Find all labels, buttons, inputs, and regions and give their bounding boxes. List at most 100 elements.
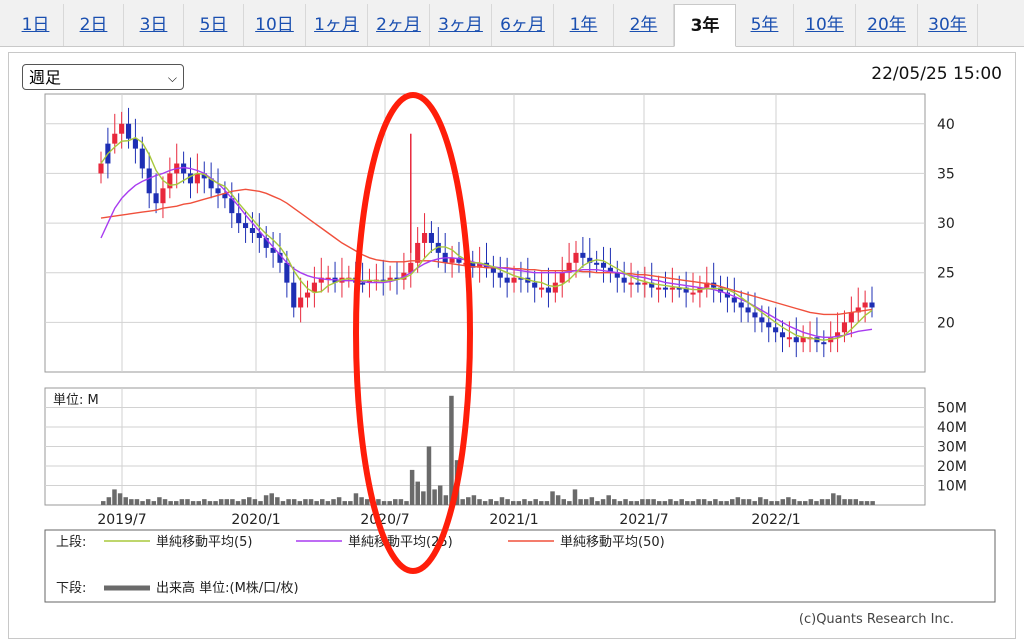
candle-body: [800, 337, 806, 343]
tab-6[interactable]: 2ヶ月: [368, 4, 430, 46]
candle-body: [545, 287, 552, 293]
volume-bar: [741, 499, 746, 505]
volume-y-tick-3: 20M: [937, 459, 967, 475]
volume-bar: [320, 499, 325, 505]
candle-body: [387, 277, 393, 281]
volume-bar: [398, 499, 404, 505]
volume-bar: [774, 501, 780, 505]
volume-bar: [746, 499, 752, 505]
candle-body: [600, 262, 607, 268]
tab-8[interactable]: 6ヶ月: [492, 4, 554, 46]
ma25-line: [100, 166, 873, 338]
volume-bar: [123, 497, 128, 505]
volume-bar: [151, 501, 157, 505]
candle-body: [779, 332, 786, 338]
volume-unit-label: 単位: M: [53, 392, 99, 408]
legend-series-0: 単純移動平均(5): [156, 534, 252, 550]
volume-bar: [735, 497, 741, 505]
candle-body: [504, 277, 510, 283]
volume-bar: [718, 501, 724, 505]
volume-y-tick-4: 10M: [937, 479, 967, 495]
volume-bar: [190, 501, 196, 505]
candle-body: [532, 282, 538, 288]
volume-bar: [679, 499, 684, 505]
tab-13[interactable]: 10年: [794, 4, 856, 46]
candle-body: [628, 282, 634, 285]
tab-15[interactable]: 30年: [918, 4, 978, 46]
volume-bar: [752, 501, 757, 505]
volume-bar: [471, 495, 477, 505]
volume-bar: [668, 499, 673, 505]
candle-body: [580, 252, 586, 258]
candle-body: [662, 287, 669, 290]
ma5-line: [100, 136, 873, 341]
tab-2[interactable]: 3日: [124, 4, 184, 46]
period-select[interactable]: 週足 ⌵: [22, 64, 184, 90]
candle-body: [215, 188, 221, 194]
volume-bar: [269, 493, 274, 505]
volume-bar: [651, 499, 656, 505]
volume-bar: [145, 499, 151, 505]
volume-bar: [275, 497, 280, 505]
volume-bar: [437, 485, 443, 505]
volume-bar: [808, 499, 814, 505]
tab-11[interactable]: 3年: [674, 4, 736, 47]
volume-bar: [870, 501, 875, 505]
candle-body: [284, 262, 290, 283]
volume-bar: [488, 499, 493, 505]
volume-bar: [853, 499, 859, 505]
volume-bar: [589, 497, 595, 505]
candle-body: [270, 247, 276, 253]
tab-5[interactable]: 1ヶ月: [306, 4, 368, 46]
volume-bar: [477, 499, 482, 505]
tab-1[interactable]: 2日: [64, 4, 124, 46]
volume-bar: [729, 499, 735, 505]
volume-bar: [701, 499, 707, 505]
tab-0[interactable]: 1日: [8, 4, 64, 46]
tab-9[interactable]: 1年: [554, 4, 614, 46]
candle-body: [311, 282, 317, 293]
volume-bar: [724, 501, 729, 505]
volume-bar: [449, 395, 454, 505]
volume-bar: [162, 499, 168, 505]
candle-body: [181, 163, 187, 174]
candle-body: [855, 307, 861, 313]
candle-body: [415, 242, 421, 263]
tab-7[interactable]: 3ヶ月: [430, 4, 492, 46]
tab-3[interactable]: 5日: [184, 4, 244, 46]
chevron-down-icon: ⌵: [167, 71, 177, 85]
volume-bar: [117, 493, 123, 505]
volume-bar: [185, 499, 190, 505]
candle-body: [587, 257, 593, 263]
candle-body: [490, 267, 496, 273]
volume-bar: [112, 489, 117, 505]
candle-body: [394, 277, 400, 280]
volume-bar: [859, 501, 864, 505]
candle-body: [649, 282, 655, 288]
candle-body: [752, 312, 758, 318]
volume-bar: [179, 499, 185, 505]
candle-body: [277, 252, 283, 263]
volume-bar: [376, 499, 381, 505]
candle-body: [187, 173, 194, 184]
tab-4[interactable]: 10日: [244, 4, 306, 46]
volume-bar: [572, 489, 578, 505]
volume-bar: [482, 501, 488, 505]
legend-lower-label: 下段:: [56, 581, 86, 596]
candle-body: [112, 133, 118, 144]
volume-bar: [202, 499, 207, 505]
volume-bar: [690, 501, 696, 505]
candle-body: [160, 188, 166, 204]
x-tick-2: 2020/7: [360, 512, 409, 528]
candle-body: [167, 173, 173, 189]
candle-body: [621, 277, 627, 283]
highlight-ellipse: [353, 92, 473, 574]
candle-body: [428, 233, 434, 243]
volume-bar: [342, 501, 347, 505]
tab-12[interactable]: 5年: [736, 4, 794, 46]
volume-bar: [550, 491, 555, 505]
tab-10[interactable]: 2年: [614, 4, 674, 46]
candle-body: [249, 228, 256, 233]
volume-bar: [814, 501, 819, 505]
tab-14[interactable]: 20年: [856, 4, 918, 46]
